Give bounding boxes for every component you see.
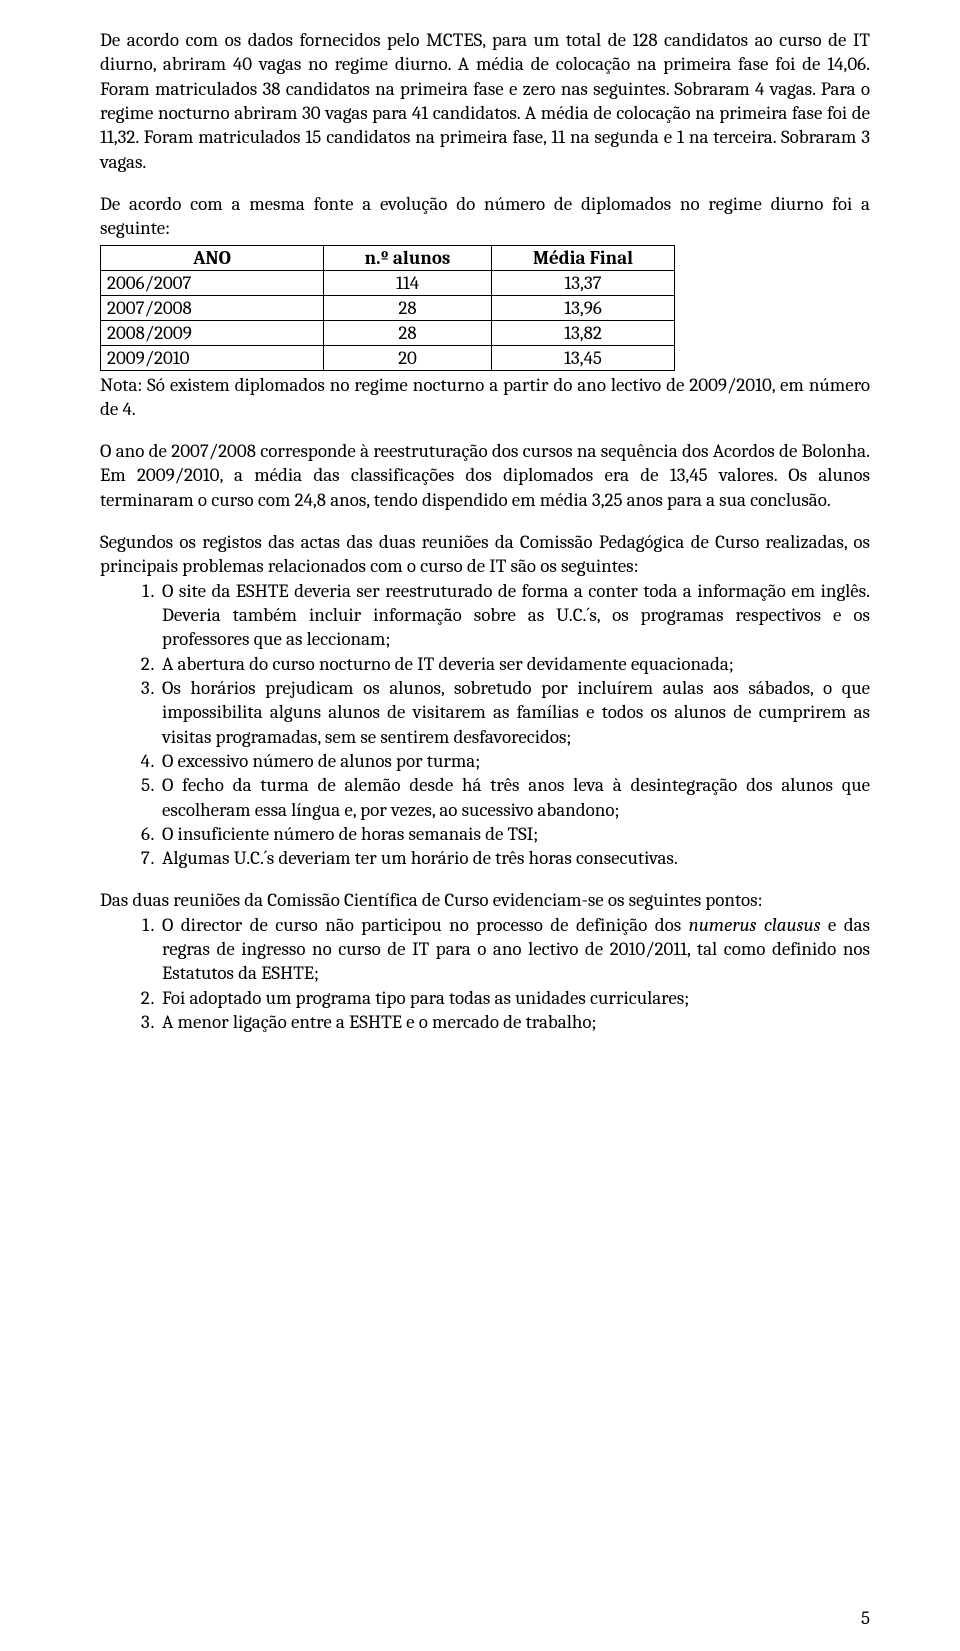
li-text-pre: O director de curso não participou no pr… (162, 914, 689, 936)
td-media: 13,37 (492, 270, 675, 295)
document-page: De acordo com os dados fornecidos pelo M… (0, 0, 960, 1651)
list-item: O site da ESHTE deveria ser reestruturad… (158, 579, 870, 652)
td-alunos: 114 (324, 270, 492, 295)
list-item: A menor ligação entre a ESHTE e o mercad… (158, 1010, 870, 1034)
table-row: 2007/2008 28 13,96 (101, 295, 675, 320)
td-ano: 2008/2009 (101, 320, 324, 345)
list-item: Foi adoptado um programa tipo para todas… (158, 986, 870, 1010)
page-number: 5 (861, 1607, 870, 1629)
list-item: Algumas U.C.´s deveriam ter um horário d… (158, 846, 870, 870)
list-item: O director de curso não participou no pr… (158, 913, 870, 986)
paragraph-2: De acordo com a mesma fonte a evolução d… (100, 192, 870, 241)
table-row: 2009/2010 20 13,45 (101, 345, 675, 370)
list-item: Os horários prejudicam os alunos, sobret… (158, 676, 870, 749)
list-item: A abertura do curso nocturno de IT dever… (158, 652, 870, 676)
paragraph-4: Segundos os registos das actas das duas … (100, 530, 870, 579)
td-alunos: 28 (324, 295, 492, 320)
list-item: O excessivo número de alunos por turma; (158, 749, 870, 773)
paragraph-5: Das duas reuniões da Comissão Científica… (100, 888, 870, 912)
table-row: 2006/2007 114 13,37 (101, 270, 675, 295)
td-media: 13,82 (492, 320, 675, 345)
table-header-row: ANO n.º alunos Média Final (101, 245, 675, 270)
th-media: Média Final (492, 245, 675, 270)
points-list: O director de curso não participou no pr… (100, 913, 870, 1035)
li-text-italic: numerus clausus (689, 914, 821, 936)
list-item: O insuficiente número de horas semanais … (158, 822, 870, 846)
th-ano: ANO (101, 245, 324, 270)
td-media: 13,96 (492, 295, 675, 320)
td-media: 13,45 (492, 345, 675, 370)
diplomados-table: ANO n.º alunos Média Final 2006/2007 114… (100, 245, 675, 371)
td-alunos: 20 (324, 345, 492, 370)
td-ano: 2009/2010 (101, 345, 324, 370)
paragraph-3: O ano de 2007/2008 corresponde à reestru… (100, 439, 870, 512)
table-note: Nota: Só existem diplomados no regime no… (100, 373, 870, 422)
problems-list: O site da ESHTE deveria ser reestruturad… (100, 579, 870, 871)
th-alunos: n.º alunos (324, 245, 492, 270)
paragraph-1: De acordo com os dados fornecidos pelo M… (100, 28, 870, 174)
td-ano: 2006/2007 (101, 270, 324, 295)
table-row: 2008/2009 28 13,82 (101, 320, 675, 345)
td-alunos: 28 (324, 320, 492, 345)
td-ano: 2007/2008 (101, 295, 324, 320)
list-item: O fecho da turma de alemão desde há três… (158, 773, 870, 822)
